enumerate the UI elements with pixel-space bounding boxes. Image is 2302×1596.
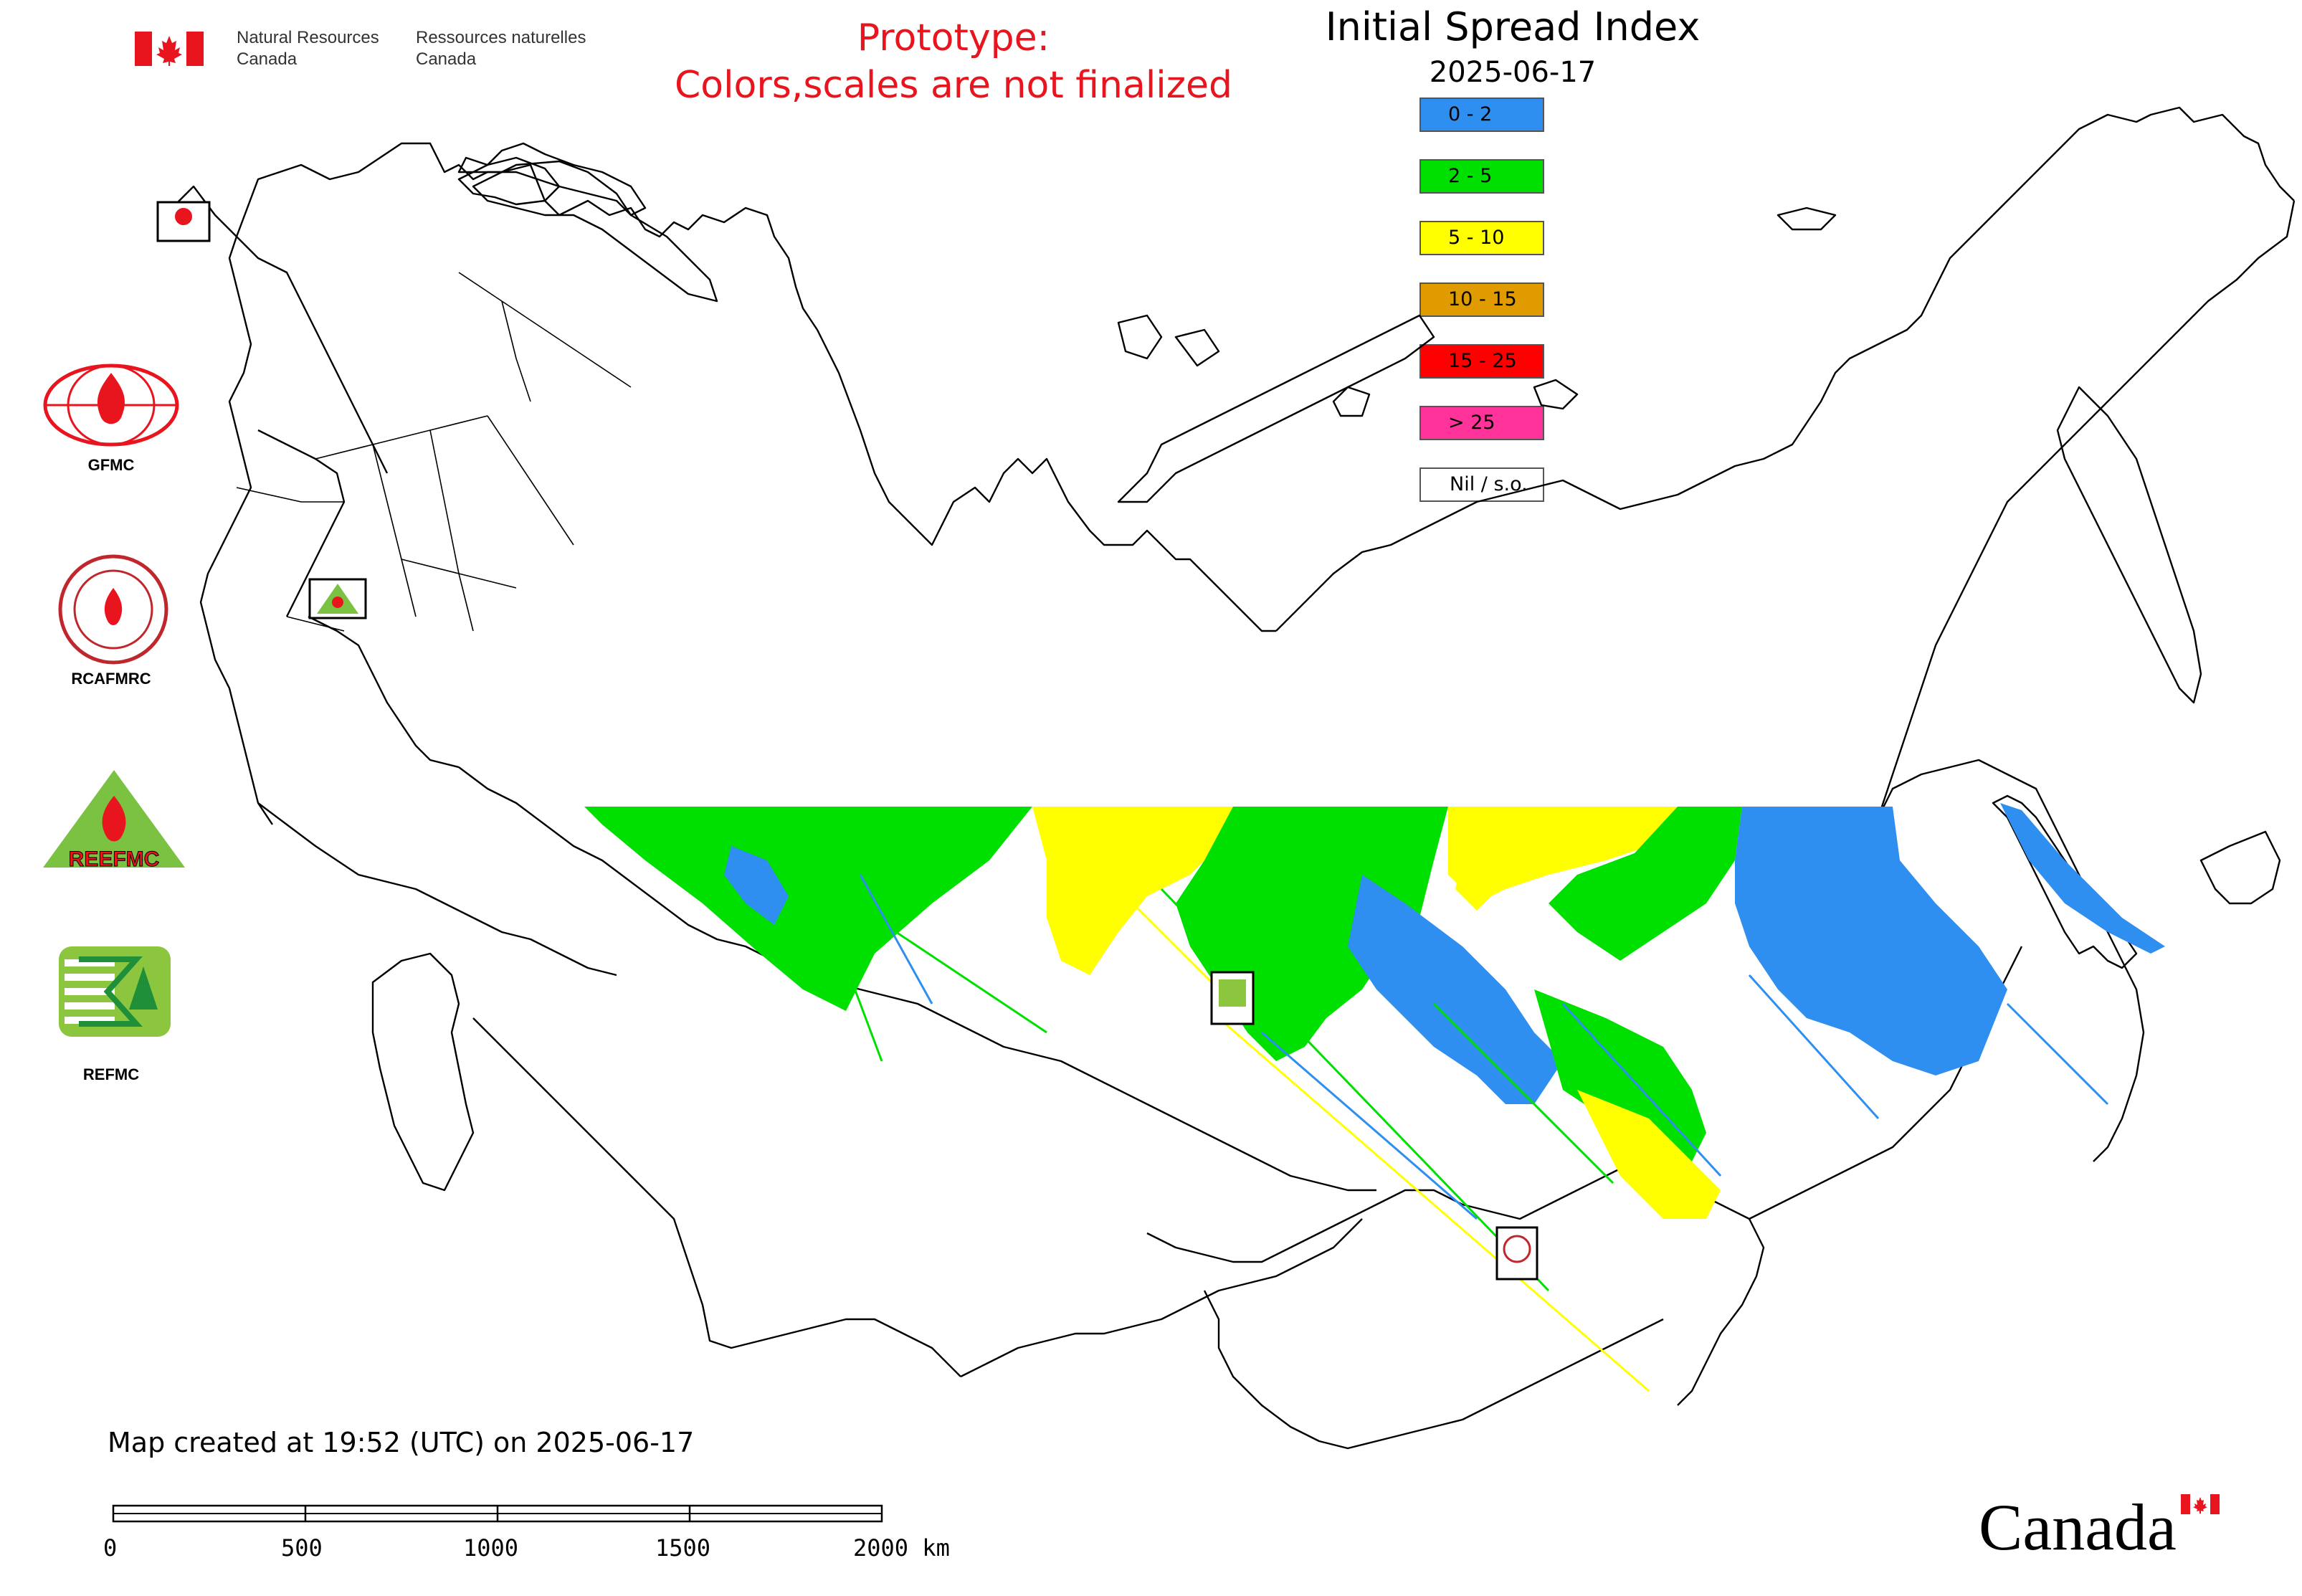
region-lines-west	[236, 272, 632, 632]
isi-cell-blue-east	[1735, 807, 2007, 1075]
canada-flag-icon	[135, 32, 204, 66]
canada-wordmark: Canada	[1979, 1491, 2237, 1570]
department-name-en: Natural Resources Canada	[237, 28, 379, 69]
gfmc-logo-icon	[36, 358, 186, 480]
coastline-east-siberia	[1275, 106, 2295, 632]
island-sakhalin	[1992, 794, 2138, 969]
coastline-black-sea	[257, 802, 474, 919]
wordmark-flag-icon	[2181, 1494, 2220, 1514]
island-novaya-zemlya	[457, 142, 647, 217]
border-mongolia	[1146, 1160, 1765, 1406]
border-west	[199, 236, 273, 825]
legend-item-15-25: 15 - 25	[1419, 344, 1544, 379]
map-created-note: Map created at 19:52 (UTC) on 2025-06-17	[108, 1427, 695, 1458]
logo-label-rcafmrc: RCAFMRC	[71, 670, 151, 688]
isi-cell-yellow-central	[1032, 807, 1233, 975]
isi-cell-blue-west	[724, 846, 789, 925]
isi-cell-green-south	[1534, 989, 1706, 1162]
border-belarus	[308, 615, 460, 769]
coastline-caspian	[371, 952, 475, 1192]
legend-item-0-2: 0 - 2	[1419, 98, 1544, 132]
coastline-pacific	[1877, 200, 2296, 818]
isi-cell-yellow-small	[1455, 853, 1498, 911]
refmc-logo-icon	[57, 945, 172, 1038]
island-wrangel	[1777, 206, 1837, 231]
coastline-taymyr	[1117, 314, 1435, 503]
reefmc-logo-text: REEFMC	[68, 847, 160, 872]
scale-bar: 0 500 1000 1500 2000 km	[93, 1498, 997, 1577]
isi-cell-blue-kamchatka	[2000, 803, 2165, 954]
island-new-siberian	[1332, 379, 1579, 417]
map-markers	[156, 201, 1538, 1281]
legend-item-gt-25: > 25	[1419, 406, 1544, 440]
coastline-kamchatka	[2056, 386, 2202, 704]
scale-tick-500: 500	[281, 1534, 323, 1562]
island-severnaya-zemlya	[1117, 314, 1220, 367]
rcafmrc-logo-icon	[56, 552, 171, 667]
coastline-yamal	[816, 329, 1276, 632]
coastline-kola	[457, 156, 561, 206]
isi-cell-green-east	[1549, 807, 1742, 961]
canada-wordmark-text: Canada	[1979, 1491, 2177, 1564]
scale-tick-0: 0	[103, 1534, 118, 1562]
border-mongolia-south	[1203, 1290, 1664, 1450]
map-title: Initial Spread Index	[1325, 4, 1701, 49]
map-date: 2025-06-17	[1429, 56, 1597, 89]
scale-tick-1500: 1500	[655, 1534, 711, 1562]
logo-label-gfmc: GFMC	[87, 456, 135, 474]
logo-label-refmc: REFMC	[82, 1065, 140, 1083]
prototype-notice: Prototype: Colors,scales are not finaliz…	[674, 16, 1233, 107]
isi-raster	[584, 803, 2165, 1392]
isi-streaks	[788, 859, 2109, 1392]
legend-item-10-15: 10 - 15	[1419, 282, 1544, 317]
border-kazakhstan-south	[472, 1017, 961, 1377]
island-novaya-zemlya-north	[472, 160, 718, 303]
government-signature: Natural Resources Canada Ressources natu…	[135, 26, 608, 76]
border-central-asia	[960, 1218, 1363, 1378]
isi-cell-yellow-east	[1448, 807, 1678, 903]
isi-cell-green-west	[584, 807, 1032, 1011]
department-name-fr: Ressources naturelles Canada	[416, 28, 586, 69]
isi-cell-blue-central	[1348, 875, 1563, 1104]
reefmc-logo-icon: REEFMC	[39, 767, 189, 875]
legend-item-5-10: 5 - 10	[1419, 221, 1544, 255]
isi-cell-yellow-south	[1577, 1090, 1721, 1219]
scale-tick-1000: 1000	[463, 1534, 519, 1562]
legend-item-2-5: 2 - 5	[1419, 159, 1544, 194]
scale-tick-2000: 2000 km	[853, 1534, 950, 1562]
border-caucasus	[472, 916, 617, 977]
border-kazakhstan-north	[458, 766, 1376, 1192]
border-finland	[236, 236, 389, 474]
island-hokkaido	[2199, 830, 2281, 905]
